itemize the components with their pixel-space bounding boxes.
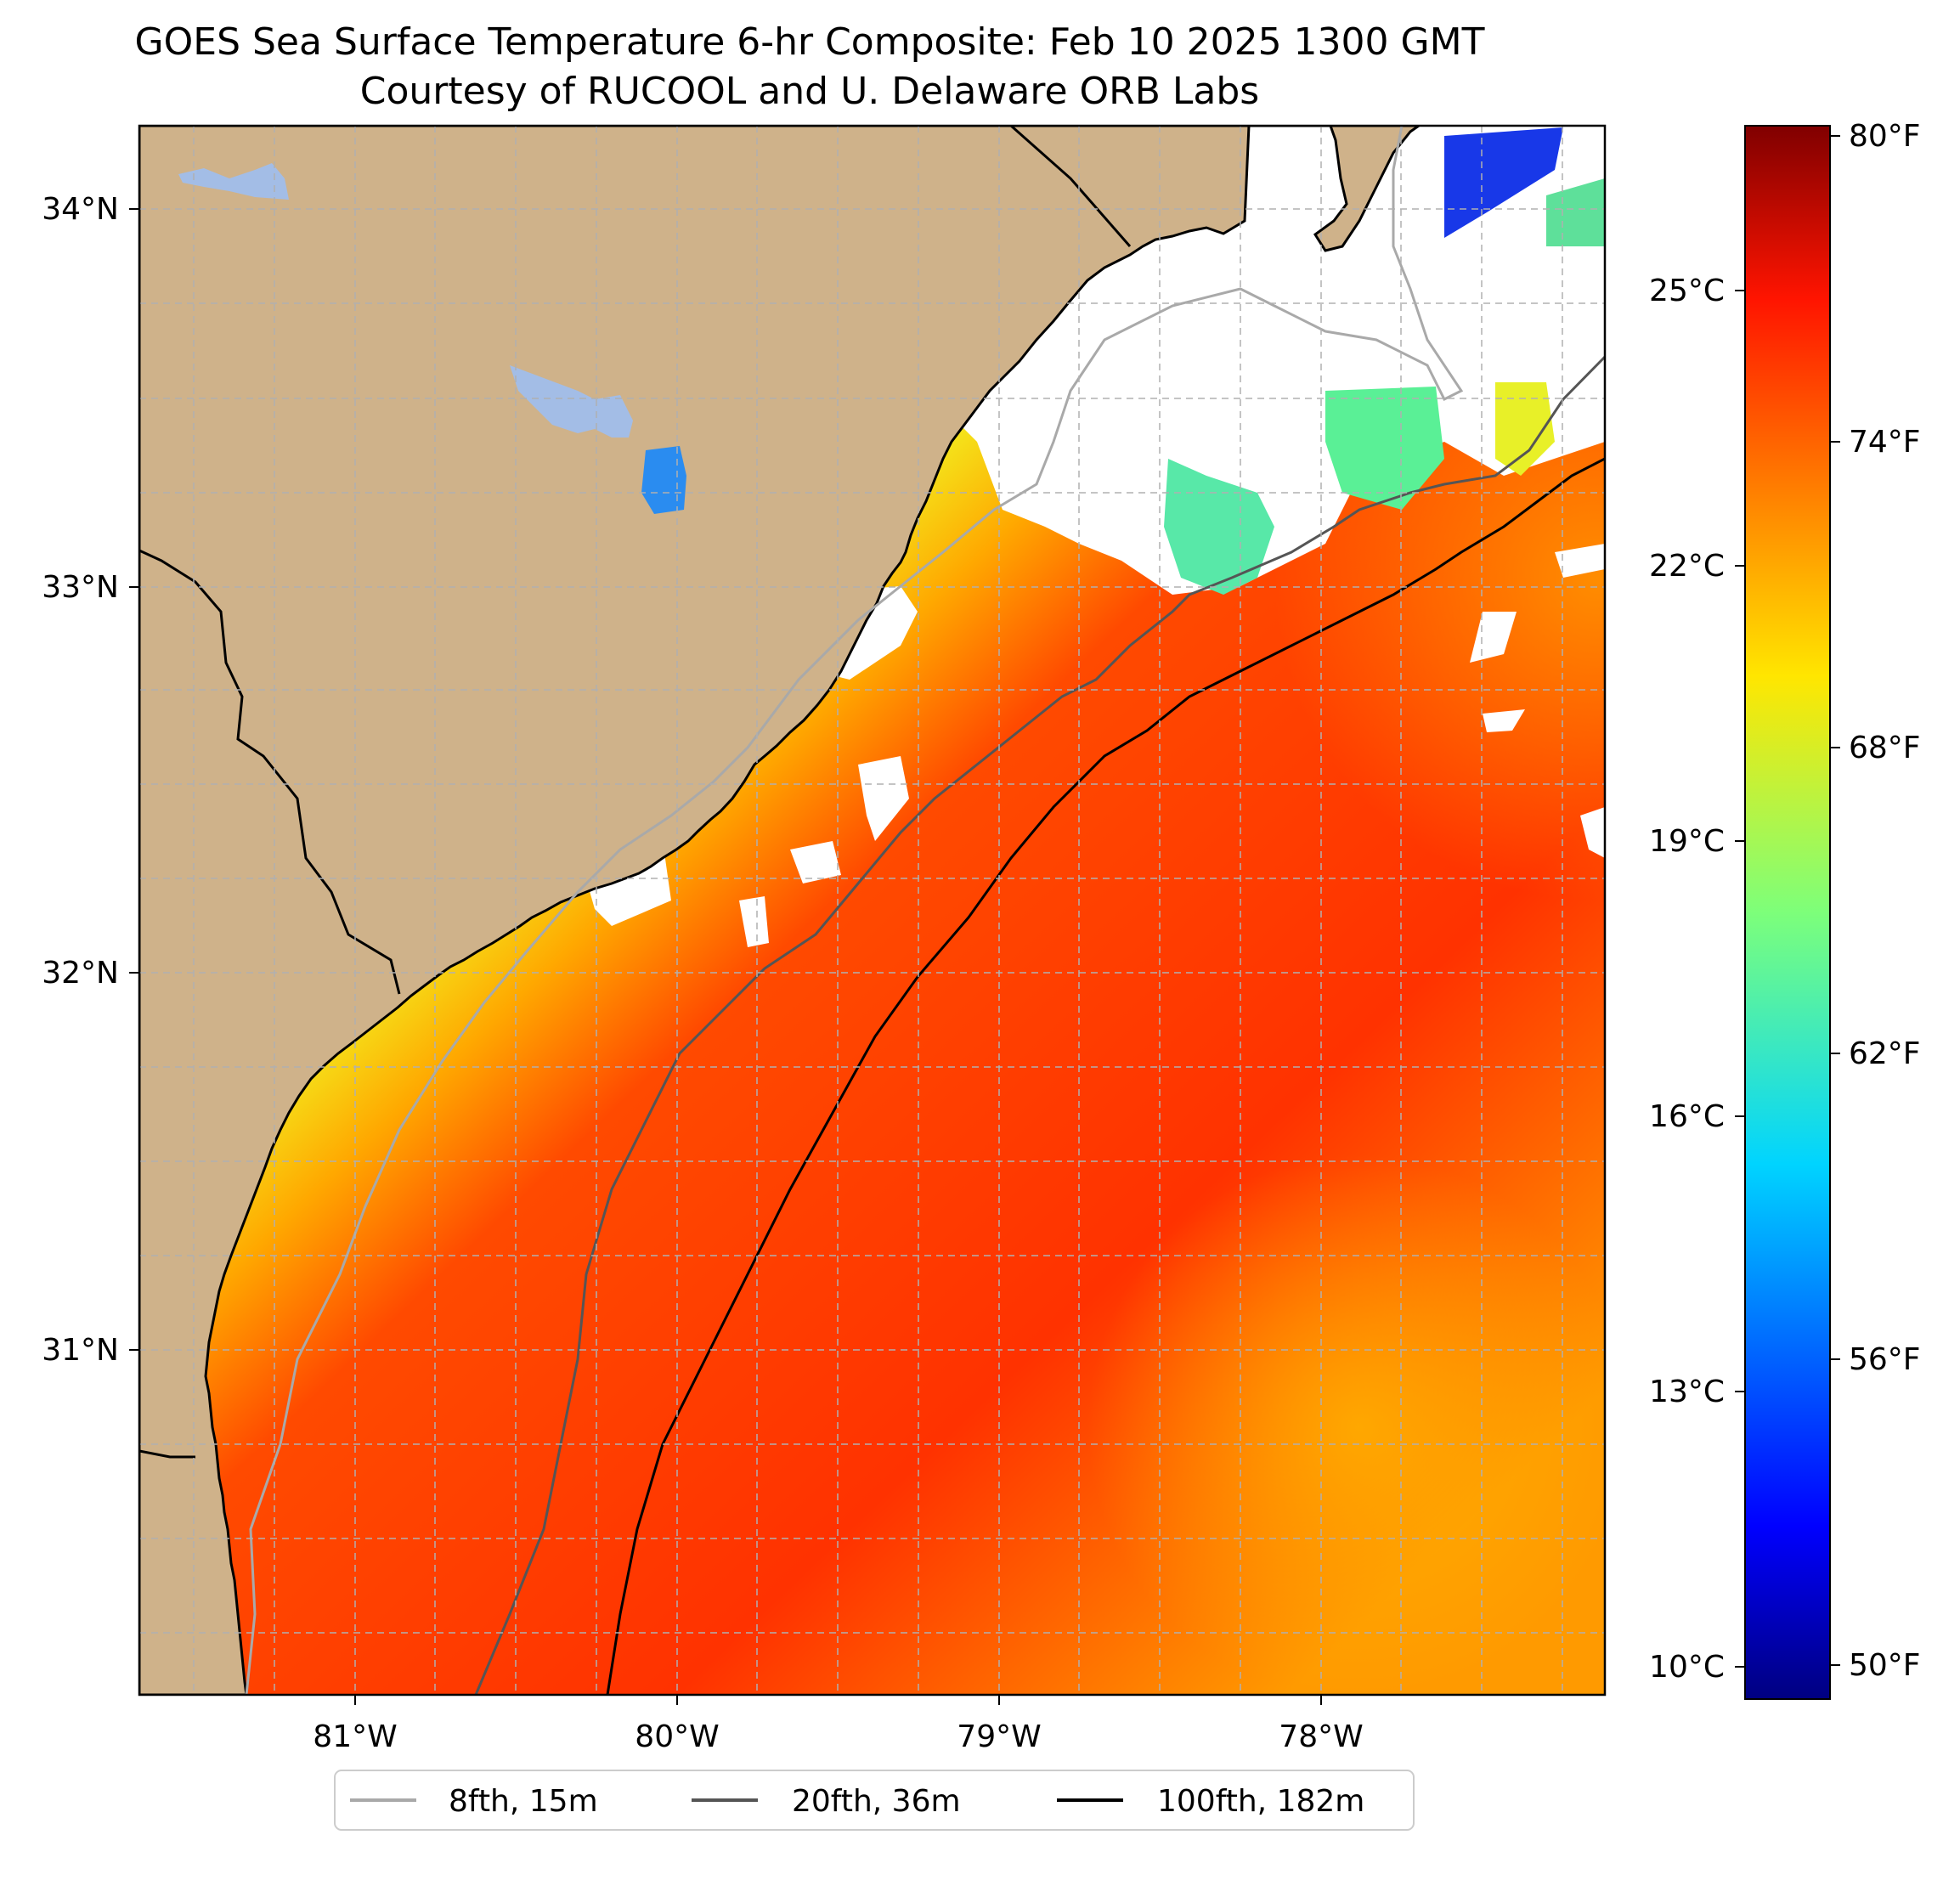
colorbar bbox=[1744, 125, 1831, 1700]
lake-moultrie bbox=[510, 365, 633, 438]
fahrenheit-ticks bbox=[1830, 135, 1840, 1666]
fahrenheit-label: 68°F bbox=[1849, 731, 1921, 765]
legend: 8fth, 15m 20fth, 36m 100fth, 182m bbox=[334, 1770, 1415, 1831]
lat-label: 31°N bbox=[42, 1333, 119, 1368]
lon-label: 79°W bbox=[957, 1719, 1041, 1754]
lon-ticks bbox=[354, 1695, 1322, 1705]
lon-label: 81°W bbox=[313, 1719, 397, 1754]
map-subtitle: Courtesy of RUCOOL and U. Delaware ORB L… bbox=[359, 70, 1260, 113]
celsius-label: 16°C bbox=[1649, 1099, 1725, 1134]
lon-label: 78°W bbox=[1279, 1719, 1363, 1754]
legend-box bbox=[334, 1770, 1415, 1831]
celsius-label: 22°C bbox=[1649, 549, 1725, 584]
legend-label: 8fth, 15m bbox=[449, 1784, 598, 1819]
state-border-nc-sc bbox=[1010, 126, 1132, 247]
contour-20fth bbox=[474, 355, 1605, 1695]
fahrenheit-label: 56°F bbox=[1849, 1342, 1921, 1377]
lat-label: 33°N bbox=[42, 570, 119, 605]
gridlines bbox=[139, 126, 1605, 1695]
legend-label: 100fth, 182m bbox=[1157, 1784, 1364, 1819]
lat-ticks bbox=[129, 208, 139, 1351]
lat-label: 34°N bbox=[42, 192, 119, 227]
fahrenheit-label: 62°F bbox=[1849, 1036, 1921, 1071]
lat-label: 32°N bbox=[42, 956, 119, 991]
celsius-label: 10°C bbox=[1649, 1650, 1725, 1685]
fahrenheit-label: 50°F bbox=[1849, 1648, 1921, 1683]
land-mainland bbox=[139, 126, 1421, 1695]
map-frame bbox=[138, 124, 1607, 1697]
celsius-label: 19°C bbox=[1649, 824, 1725, 859]
celsius-label: 13°C bbox=[1649, 1375, 1725, 1409]
map-panel bbox=[139, 126, 1605, 1695]
fahrenheit-label: 80°F bbox=[1849, 119, 1921, 154]
celsius-label: 25°C bbox=[1649, 274, 1725, 308]
celsius-ticks bbox=[1735, 290, 1745, 1668]
contour-8fth bbox=[245, 126, 1464, 1695]
map-title: GOES Sea Surface Temperature 6-hr Compos… bbox=[134, 20, 1485, 64]
fahrenheit-label: 74°F bbox=[1849, 425, 1921, 460]
lake-marion bbox=[178, 163, 289, 200]
lon-label: 80°W bbox=[635, 1719, 719, 1754]
legend-label: 20fth, 36m bbox=[792, 1784, 961, 1819]
